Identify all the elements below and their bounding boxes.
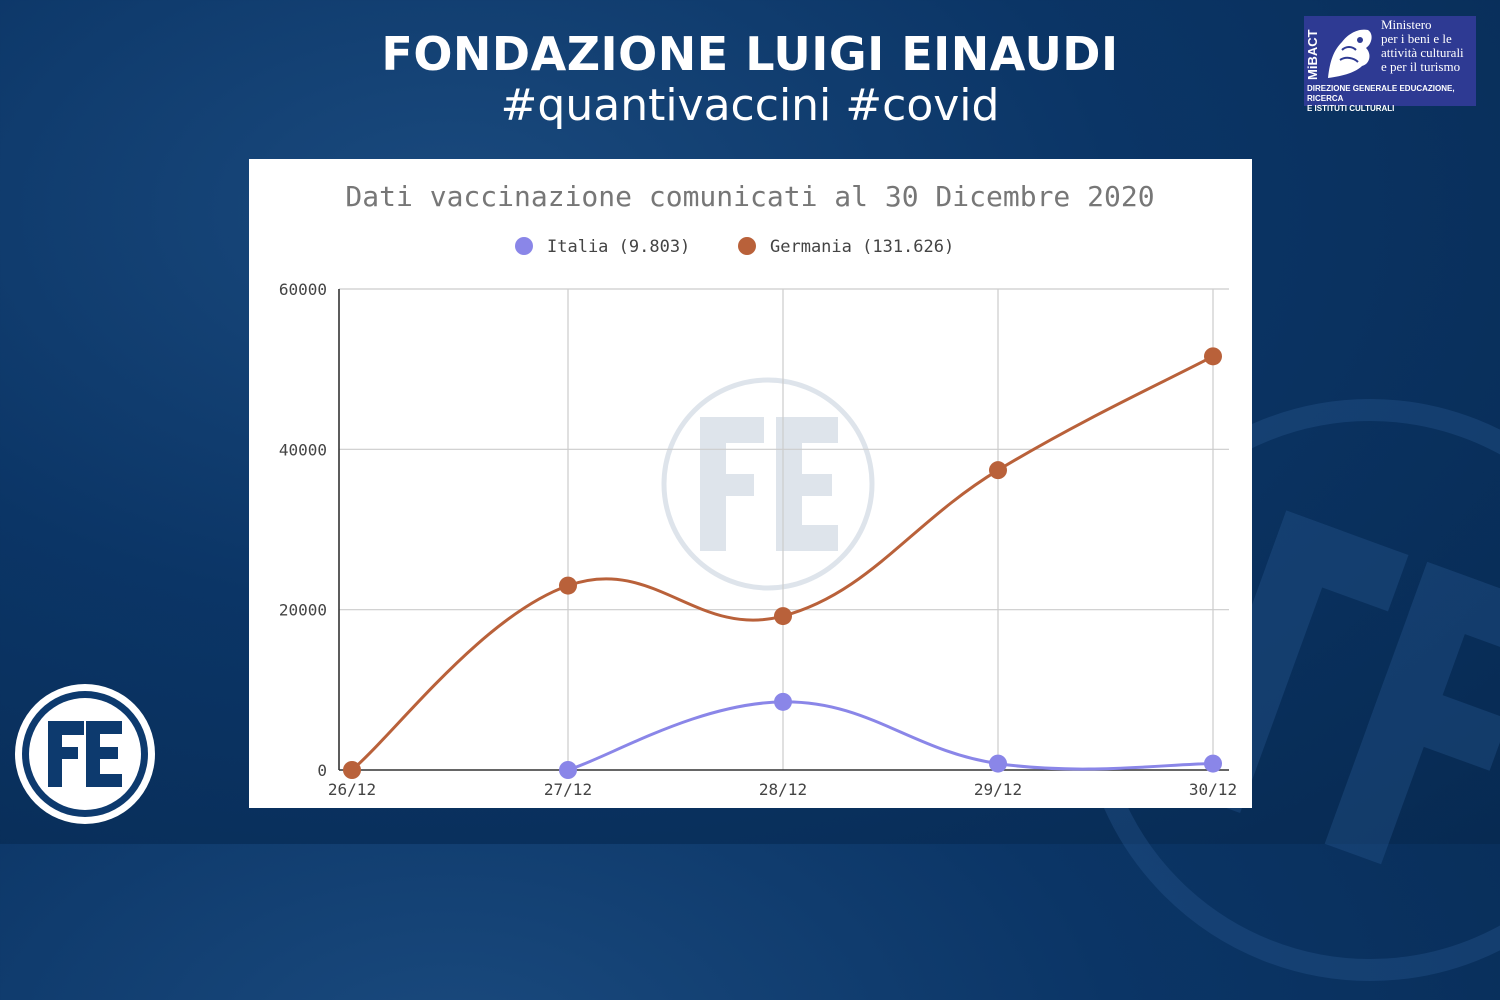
data-point-germania [343, 761, 361, 779]
mibact-name-line: e per il turismo [1381, 59, 1461, 74]
fondazione-logo-icon [15, 684, 155, 824]
data-point-germania [1204, 347, 1222, 366]
legend-label: Italia (9.803) [547, 237, 690, 257]
chart-axes: 0 20000 40000 60000 26/12 27/12 28/12 29/12 30/1… [279, 280, 1237, 799]
x-tick-label: 28/12 [759, 780, 807, 799]
data-point-italia [1204, 754, 1222, 773]
line-chart: Dati vaccinazione comunicati al 30 Dicem… [279, 180, 1237, 799]
page-header: FONDAZIONE LUIGI EINAUDI #quantivaccini … [0, 26, 1500, 130]
chart-series [343, 347, 1222, 779]
page-title: FONDAZIONE LUIGI EINAUDI [381, 27, 1119, 81]
x-tick-label: 26/12 [328, 780, 376, 799]
data-point-germania [989, 461, 1007, 480]
mibact-name: Ministero per i beni e le attività cultu… [1381, 18, 1475, 74]
data-point-germania [559, 576, 577, 595]
mibact-direction: DIREZIONE GENERALE EDUCAZIONE, RICERCA E… [1307, 84, 1475, 114]
chart-grid [339, 288, 1229, 770]
mibact-emblem-icon [1328, 29, 1372, 78]
mibact-vertical-label: MiBACT [1306, 29, 1320, 80]
page-subtitle: #quantivaccini #covid [500, 80, 1000, 131]
legend-marker [515, 237, 533, 255]
mibact-name-line: Ministero [1381, 17, 1432, 32]
mibact-direction-line: E ISTITUTI CULTURALI [1307, 104, 1395, 113]
y-tick-label: 20000 [279, 601, 327, 620]
chart-legend: Italia (9.803) Germania (131.626) [515, 237, 954, 257]
chart-panel: Dati vaccinazione comunicati al 30 Dicem… [249, 159, 1252, 808]
mibact-direction-line: DIREZIONE GENERALE EDUCAZIONE, RICERCA [1307, 84, 1455, 103]
data-point-italia [559, 761, 577, 779]
mibact-name-line: per i beni e le [1381, 31, 1452, 46]
mibact-logo: MiBACT Ministero per i beni e le attivit… [1304, 16, 1476, 113]
data-point-italia [774, 692, 792, 711]
y-tick-label: 0 [317, 761, 327, 780]
chart-watermark-logo [661, 377, 875, 591]
legend-marker [738, 237, 756, 255]
y-tick-label: 60000 [279, 280, 327, 299]
x-tick-label: 30/12 [1189, 780, 1237, 799]
x-tick-label: 29/12 [974, 780, 1022, 799]
data-point-italia [989, 754, 1007, 773]
chart-title: Dati vaccinazione comunicati al 30 Dicem… [345, 180, 1154, 213]
y-tick-label: 40000 [279, 440, 327, 459]
mibact-name-line: attività culturali [1381, 45, 1464, 60]
svg-text:MiBACT: MiBACT [1306, 29, 1320, 80]
x-tick-label: 27/12 [544, 780, 592, 799]
legend-label: Germania (131.626) [770, 237, 954, 257]
data-point-germania [774, 607, 792, 626]
series-line-italia [567, 700, 1214, 772]
